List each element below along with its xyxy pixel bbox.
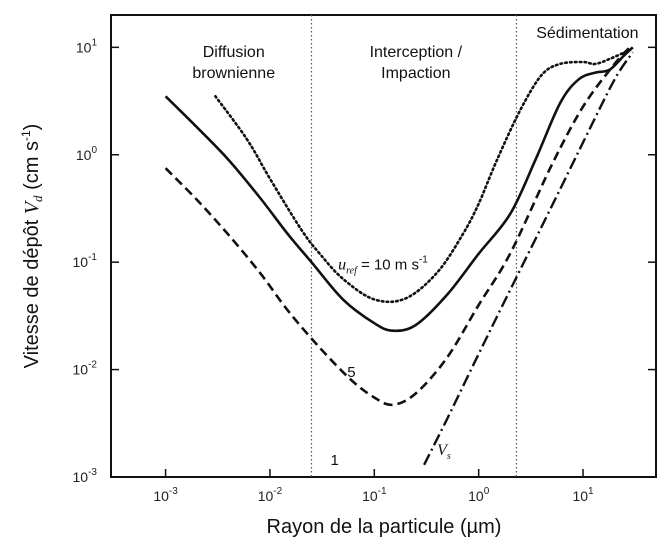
x-tick-label-3: 10-1	[362, 486, 387, 504]
axis-ticks: 10-3 10-2 10-1 100 101 10-3 10-2 10-1 100 101	[73, 37, 656, 504]
series-label-1: uref = 10 m s-1	[338, 255, 428, 277]
x-tick-label-5: 101	[572, 486, 594, 504]
series-line-vs	[423, 51, 634, 466]
region-boundaries	[310, 15, 518, 477]
series-layer	[164, 46, 634, 466]
region-label-3: Sédimentation	[536, 25, 638, 42]
x-axis-title: Rayon de la particule (µm)	[267, 516, 502, 538]
x-tick-label-1: 10-3	[153, 486, 178, 504]
series-label-4: Vs	[437, 442, 451, 462]
series-label-3: 1	[330, 452, 338, 469]
series-line-5	[164, 46, 634, 333]
y-tick-label-1: 10-3	[73, 467, 98, 485]
region-label-1: Diffusion brownienne	[192, 44, 275, 82]
series-labels: uref = 10 m s-1 5 1 Vs	[330, 255, 450, 469]
y-tick-label-2: 10-2	[73, 360, 98, 378]
region-label-2: Interception / Impaction	[370, 44, 463, 82]
plot-frame	[110, 14, 657, 478]
series-label-2: 5	[347, 364, 355, 381]
y-tick-label-3: 10-1	[73, 252, 98, 270]
x-tick-label-2: 10-2	[258, 486, 283, 504]
region-labels: Diffusion brownienne Interception / Impacti…	[192, 25, 638, 82]
y-tick-label-5: 101	[76, 37, 98, 55]
x-tick-label-4: 100	[468, 486, 490, 504]
y-tick-label-4: 100	[76, 145, 98, 163]
y-axis-title: Vitesse de dépôt Vd (cm s-1)	[19, 124, 45, 369]
series-line-1	[164, 46, 631, 407]
series-line-10	[214, 51, 626, 304]
